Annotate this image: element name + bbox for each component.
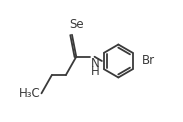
Text: Se: Se [69,18,84,31]
Text: H₃C: H₃C [19,87,41,100]
Text: Br: Br [141,55,155,67]
Text: N: N [91,57,99,70]
Text: H: H [91,65,99,78]
